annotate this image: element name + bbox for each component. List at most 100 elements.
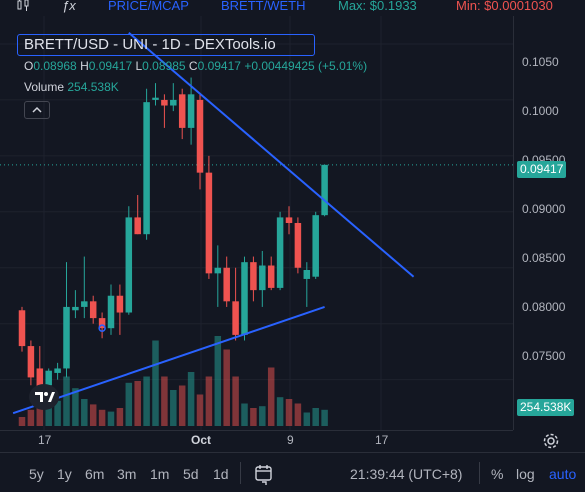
high-label: H	[80, 59, 89, 73]
volume-bar	[178, 385, 186, 426]
candle-body	[27, 346, 35, 378]
range-1m-button[interactable]: 1m	[150, 466, 170, 482]
candle-body	[232, 301, 239, 335]
price-tick: 0.09000	[522, 202, 566, 216]
candle-body	[45, 370, 52, 386]
volume-bar	[312, 408, 319, 426]
candle-body	[152, 97, 159, 100]
candle-body	[72, 306, 79, 311]
price-tick: 0.07500	[522, 349, 566, 363]
log-toggle[interactable]: log	[516, 466, 535, 482]
chart-area[interactable]	[0, 16, 513, 430]
price-tick: 0.08000	[522, 300, 566, 314]
volume-bar	[27, 409, 35, 426]
low-value: 0.08985	[142, 59, 186, 73]
candle-body	[321, 164, 328, 216]
candle-body	[161, 99, 168, 106]
calendar-icon	[255, 465, 272, 485]
go-to-date-button[interactable]	[253, 463, 275, 485]
candle-body	[116, 295, 124, 313]
range-1d-button[interactable]: 1d	[213, 466, 229, 482]
pair-toggle[interactable]: BRETT/WETH	[221, 0, 306, 13]
volume-bar	[54, 400, 61, 426]
volume-label: Volume	[24, 80, 65, 94]
chart-settings-button[interactable]	[541, 431, 561, 451]
range-3m-button[interactable]: 3m	[117, 466, 137, 482]
price-mcap-toggle[interactable]: PRICE/MCAP	[108, 0, 189, 13]
range-5y-button[interactable]: 5y	[29, 466, 44, 482]
volume-bar	[36, 399, 44, 426]
close-value: 0.09417	[197, 59, 241, 73]
volume-bar	[321, 409, 328, 426]
time-tick: 17	[38, 433, 52, 447]
clock-display[interactable]: 21:39:44 (UTC+8)	[350, 466, 463, 482]
chart-legend-title[interactable]: BRETT/USD - UNI - 1D - DEXTools.io	[17, 34, 315, 56]
candle-body	[196, 99, 204, 173]
volume-bar	[107, 411, 115, 426]
price-tick: 0.1000	[522, 104, 559, 118]
volume-bar	[214, 336, 222, 426]
candle-body	[54, 368, 61, 373]
volume-value: 254.538K	[67, 80, 119, 94]
candle-body	[285, 217, 293, 223]
volume-bar	[223, 349, 230, 426]
volume-bar	[89, 404, 97, 426]
range-1y-button[interactable]: 1y	[57, 466, 72, 482]
gear-icon	[543, 433, 559, 449]
candle-body	[98, 318, 106, 329]
price-scale[interactable]: 0.1050 0.1000 0.09500 0.09000 0.08500 0.…	[513, 16, 585, 430]
volume-bar	[81, 399, 88, 426]
candle-body	[89, 301, 97, 319]
volume-bar	[134, 381, 141, 426]
toolbar-divider	[240, 462, 241, 484]
range-5d-button[interactable]: 5d	[183, 466, 199, 482]
volume-bar	[196, 394, 204, 426]
candle-body	[241, 262, 248, 335]
ohlc-readout: O0.08968 H0.09417 L0.08985 C0.09417 +0.0…	[24, 59, 367, 73]
volume-bar	[18, 417, 26, 426]
auto-scale-toggle[interactable]: auto	[549, 466, 577, 482]
price-tick: 0.08500	[522, 251, 566, 265]
low-label: L	[135, 59, 143, 73]
price-chart[interactable]	[0, 16, 513, 430]
candle-body	[143, 102, 150, 235]
candle-body	[205, 172, 213, 274]
range-6m-button[interactable]: 6m	[85, 466, 105, 482]
time-tick: 9	[287, 433, 294, 447]
candle-body	[276, 217, 284, 288]
volume-bar	[45, 406, 52, 426]
tradingview-logo[interactable]	[29, 384, 59, 410]
candle-body	[259, 265, 266, 291]
candle-body	[223, 267, 230, 302]
trendline	[12, 305, 325, 415]
volume-bar	[161, 376, 168, 426]
candle-body	[36, 368, 44, 391]
current-price-badge: 0.09417	[517, 161, 567, 178]
time-scale[interactable]: 17 Oct 9 17	[0, 430, 513, 452]
candle-body	[267, 265, 275, 288]
candle-body	[18, 310, 26, 347]
candle-body	[107, 295, 115, 329]
volume-bar	[303, 412, 311, 426]
volume-bar	[98, 409, 106, 426]
volume-bar	[152, 340, 159, 426]
time-tick: Oct	[191, 433, 212, 447]
candle-body	[187, 94, 195, 128]
volume-bar	[285, 399, 293, 426]
marker-dot	[98, 324, 106, 332]
collapse-legend-button[interactable]	[24, 101, 50, 119]
candle-body	[170, 99, 177, 106]
candle-body	[125, 217, 133, 313]
price-tick: 0.1050	[522, 55, 559, 69]
percent-toggle[interactable]: %	[491, 466, 504, 482]
close-label: C	[188, 59, 198, 73]
time-tick: 17	[375, 433, 389, 447]
volume-bar	[170, 390, 177, 426]
volume-bar	[250, 408, 257, 426]
volume-bar	[143, 376, 150, 426]
candles-icon[interactable]	[16, 0, 32, 15]
fx-icon[interactable]: ƒx	[62, 0, 76, 13]
volume-bar	[116, 408, 124, 426]
volume-bar	[294, 403, 302, 426]
toolbar-divider	[479, 462, 480, 484]
